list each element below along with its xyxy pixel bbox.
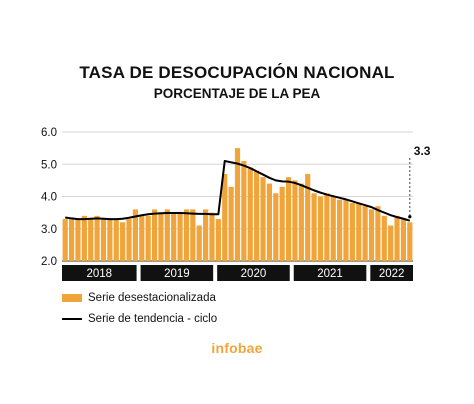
bar [375, 206, 381, 261]
year-label: 2020 [241, 268, 267, 280]
bar [120, 222, 126, 261]
bar [273, 193, 279, 261]
bar [305, 173, 311, 261]
bar [266, 183, 272, 261]
bar [62, 219, 68, 261]
bar [254, 170, 260, 261]
bar [94, 215, 100, 261]
bar [145, 215, 151, 261]
bar [132, 209, 138, 261]
chart-subtitle: PORCENTAJE DE LA PEA [153, 86, 321, 101]
legend-bar-swatch [62, 294, 82, 302]
legend-item-trend-cycle: Serie de tendencia - ciclo [62, 313, 217, 325]
bar [68, 219, 75, 261]
bar [158, 212, 164, 261]
last-value-label: 3.3 [414, 144, 431, 158]
infobae-logo: infobae [211, 340, 263, 356]
y-tick-label: 4.0 [41, 192, 57, 204]
bar [203, 209, 209, 261]
bar [75, 219, 81, 261]
bar [88, 219, 94, 261]
bar [381, 215, 387, 261]
year-box [140, 265, 214, 281]
year-box [293, 265, 367, 281]
bar [151, 209, 158, 261]
year-label: 2018 [86, 268, 112, 280]
bar [356, 202, 362, 261]
bar [215, 219, 221, 261]
bar [164, 209, 170, 261]
bar [337, 199, 343, 261]
bar [317, 196, 324, 261]
year-box [62, 265, 137, 281]
bar [126, 219, 132, 261]
bar [298, 183, 304, 261]
y-tick-label: 3.0 [41, 224, 57, 236]
bar [324, 193, 330, 261]
bar [330, 196, 336, 261]
unemployment-chart: 2.0 3.0 4.0 5.0 6.0 3.3 2018 2019 2020 2021 2022 [41, 127, 431, 281]
y-tick-label: 5.0 [41, 159, 57, 171]
bar [241, 161, 247, 261]
legend-label: Serie desestacionalizada [88, 292, 216, 304]
legend-item-seasonally-adjusted: Serie desestacionalizada [62, 292, 216, 304]
bar [228, 186, 234, 261]
bar [247, 167, 253, 261]
year-label: 2021 [317, 268, 343, 280]
bar [222, 173, 228, 261]
bar [368, 209, 375, 261]
bar [183, 209, 190, 261]
year-label: 2022 [379, 268, 405, 280]
bar [113, 219, 119, 261]
bar [343, 199, 349, 261]
bar [171, 212, 177, 261]
bar [400, 219, 407, 261]
chart-title: TASA DE DESOCUPACIÓN NACIONAL [79, 63, 395, 82]
year-box [217, 265, 290, 281]
bar [209, 212, 215, 261]
bar [394, 215, 400, 261]
y-tick-label: 2.0 [41, 256, 57, 268]
bar [260, 177, 266, 261]
legend-line-swatch [62, 318, 82, 320]
y-tick-label: 6.0 [41, 127, 57, 139]
bar [81, 215, 87, 261]
bar [139, 215, 145, 261]
bar [177, 212, 183, 261]
bar [107, 219, 113, 261]
bar [349, 202, 355, 261]
year-label: 2019 [164, 268, 190, 280]
bar [407, 222, 413, 261]
last-value-dot [408, 215, 412, 219]
bar [279, 186, 285, 261]
bar [234, 148, 241, 261]
bar [285, 177, 292, 261]
legend-label: Serie de tendencia - ciclo [88, 313, 218, 325]
bar [311, 193, 317, 261]
trend-line [65, 160, 411, 222]
bar [292, 180, 298, 261]
bar [100, 219, 107, 261]
bar [388, 225, 394, 261]
bar [196, 225, 202, 261]
bar [362, 206, 368, 261]
bar [190, 209, 196, 261]
year-box [370, 265, 413, 281]
